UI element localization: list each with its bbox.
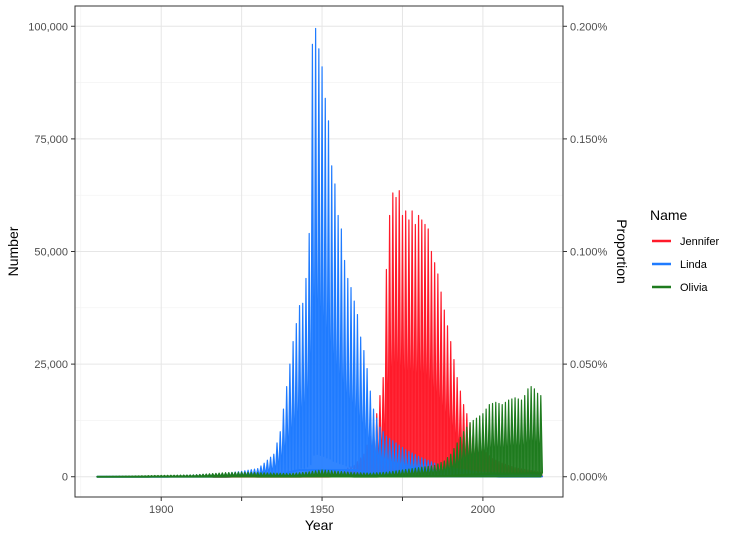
- y2-axis-title: Proportion: [614, 219, 630, 284]
- legend-label-linda: Linda: [680, 259, 708, 271]
- y-tick-label: 0: [62, 472, 68, 484]
- series-layer: [96, 27, 544, 478]
- y-tick-label: 75,000: [34, 134, 68, 146]
- y2-tick-label: 0.050%: [570, 359, 608, 371]
- y-axis-title: Number: [5, 226, 21, 276]
- y2-tick-label: 0.000%: [570, 472, 608, 484]
- series-line-olivia: [96, 472, 541, 478]
- legend: Name Jennifer Linda Olivia: [650, 207, 719, 294]
- legend-label-jennifer: Jennifer: [680, 236, 719, 248]
- legend-label-olivia: Olivia: [680, 282, 708, 294]
- x-tick-label: 1950: [310, 504, 334, 516]
- x-tick-label: 1900: [149, 504, 173, 516]
- legend-title: Name: [650, 207, 688, 223]
- axes: 1900 1950 2000 0 25,000 50,000 75,000 100,000 0.…: [28, 21, 607, 516]
- x-axis-title: Year: [305, 517, 334, 533]
- y-tick-label: 50,000: [34, 247, 68, 259]
- y-tick-label: 100,000: [28, 21, 68, 33]
- y2-tick-label: 0.150%: [570, 134, 608, 146]
- y2-tick-label: 0.100%: [570, 247, 608, 259]
- x-tick-label: 2000: [471, 504, 495, 516]
- y2-tick-label: 0.200%: [570, 21, 608, 33]
- y-tick-label: 25,000: [34, 359, 68, 371]
